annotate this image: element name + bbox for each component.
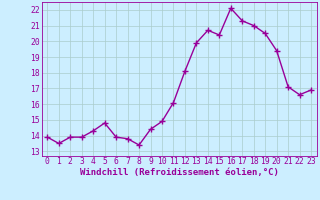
X-axis label: Windchill (Refroidissement éolien,°C): Windchill (Refroidissement éolien,°C) [80, 168, 279, 177]
